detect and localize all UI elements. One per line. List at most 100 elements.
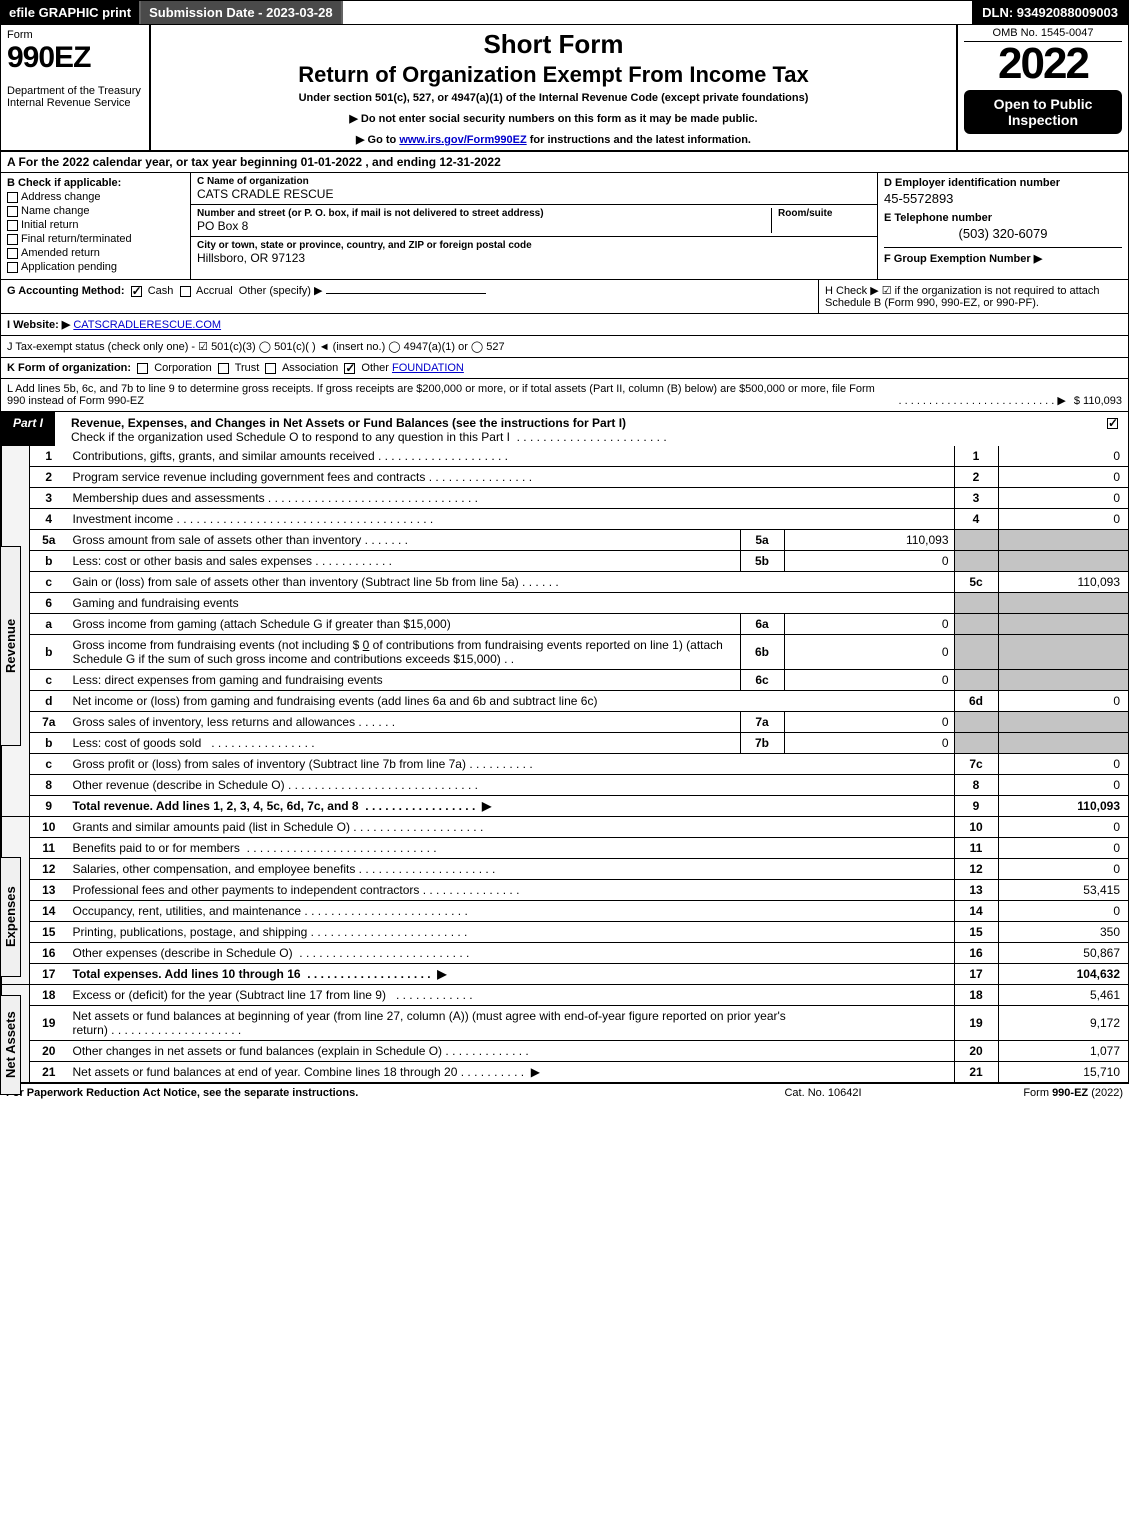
line-7a-num: 7a xyxy=(30,712,68,733)
part-1-schedule-o-checkbox-cell xyxy=(1100,412,1128,446)
line-h: H Check ▶ ☑ if the organization is not r… xyxy=(818,280,1128,313)
cb-application-pending-label: Application pending xyxy=(21,261,117,273)
cb-name-change[interactable] xyxy=(7,206,18,217)
part-1-title-text: Revenue, Expenses, and Changes in Net As… xyxy=(71,416,626,430)
line-8-num: 8 xyxy=(30,775,68,796)
expenses-side-label: Expenses xyxy=(0,857,21,977)
line-2-rval: 0 xyxy=(998,467,1128,488)
line-12-desc: Salaries, other compensation, and employ… xyxy=(73,862,356,876)
line-l-text: L Add lines 5b, 6c, and 7b to line 9 to … xyxy=(7,383,890,407)
cb-trust[interactable] xyxy=(218,363,229,374)
cb-corporation[interactable] xyxy=(137,363,148,374)
cb-cash[interactable] xyxy=(131,286,142,297)
header-right: OMB No. 1545-0047 2022 Open to Public In… xyxy=(958,25,1128,150)
cb-address-change[interactable] xyxy=(7,192,18,203)
line-6d-rlab: 6d xyxy=(954,691,998,712)
part-1-schedule-o-checkbox[interactable] xyxy=(1107,418,1118,429)
line-6d-desc: Net income or (loss) from gaming and fun… xyxy=(68,691,955,712)
line-6c-inlab: 6c xyxy=(740,670,784,691)
subtitle: Under section 501(c), 527, or 4947(a)(1)… xyxy=(159,92,948,104)
line-i-website: I Website: ▶ CATSCRADLERESCUE.COM xyxy=(0,314,1129,336)
line-5a-shade xyxy=(954,530,998,551)
line-20-rval: 1,077 xyxy=(998,1041,1128,1062)
line-18-desc: Excess or (deficit) for the year (Subtra… xyxy=(73,988,386,1002)
line-7a-inlab: 7a xyxy=(740,712,784,733)
line-3-rval: 0 xyxy=(998,488,1128,509)
cb-initial-return[interactable] xyxy=(7,220,18,231)
page-footer: For Paperwork Reduction Act Notice, see … xyxy=(0,1083,1129,1102)
trust-label: Trust xyxy=(235,362,260,374)
form-word: Form xyxy=(7,29,33,41)
street-value: PO Box 8 xyxy=(197,219,771,233)
corporation-label: Corporation xyxy=(154,362,211,374)
line-11-desc: Benefits paid to or for members xyxy=(73,841,240,855)
revenue-table: 1 Contributions, gifts, grants, and simi… xyxy=(1,446,1128,817)
line-6d-rval: 0 xyxy=(998,691,1128,712)
line-9-rval: 110,093 xyxy=(998,796,1128,817)
other-org-value[interactable]: FOUNDATION xyxy=(392,362,464,374)
other-org-label: Other xyxy=(361,362,389,374)
cb-association[interactable] xyxy=(265,363,276,374)
line-6b-inval: 0 xyxy=(784,635,954,670)
line-18-rlab: 18 xyxy=(954,985,998,1006)
main-title: Return of Organization Exempt From Incom… xyxy=(159,62,948,88)
warn2-pre: ▶ Go to xyxy=(356,134,399,146)
submission-date-button[interactable]: Submission Date - 2023-03-28 xyxy=(141,1,343,24)
line-8-rlab: 8 xyxy=(954,775,998,796)
revenue-side-label: Revenue xyxy=(0,546,21,746)
line-5a-desc: Gross amount from sale of assets other t… xyxy=(73,533,362,547)
part-1-title: Revenue, Expenses, and Changes in Net As… xyxy=(55,412,1100,446)
warn-link-line: ▶ Go to www.irs.gov/Form990EZ for instru… xyxy=(159,133,948,146)
column-d-ein-phone: D Employer identification number 45-5572… xyxy=(878,173,1128,279)
line-6c-desc: Less: direct expenses from gaming and fu… xyxy=(68,670,741,691)
line-4-rlab: 4 xyxy=(954,509,998,530)
line-7a-desc: Gross sales of inventory, less returns a… xyxy=(73,715,356,729)
net-assets-table: 18 Excess or (deficit) for the year (Sub… xyxy=(1,985,1128,1083)
short-form-title: Short Form xyxy=(159,29,948,60)
line-21-rval: 15,710 xyxy=(998,1062,1128,1083)
other-specify-label: Other (specify) ▶ xyxy=(239,285,323,297)
cash-label: Cash xyxy=(148,285,174,297)
footer-cat-no: Cat. No. 10642I xyxy=(723,1087,923,1099)
line-5b-desc: Less: cost or other basis and sales expe… xyxy=(73,554,312,568)
line-5a-num: 5a xyxy=(30,530,68,551)
cb-other-org[interactable] xyxy=(344,363,355,374)
footer-form-word: Form xyxy=(1023,1087,1052,1099)
line-16-desc: Other expenses (describe in Schedule O) xyxy=(73,946,293,960)
line-5c-num: c xyxy=(30,572,68,593)
net-assets-side-label: Net Assets xyxy=(0,995,21,1095)
line-l-gross-receipts: L Add lines 5b, 6c, and 7b to line 9 to … xyxy=(0,379,1129,412)
line-19-desc: Net assets or fund balances at beginning… xyxy=(73,1009,786,1037)
org-name: CATS CRADLE RESCUE xyxy=(197,187,871,201)
line-19-num: 19 xyxy=(30,1006,68,1041)
k-label: K Form of organization: xyxy=(7,362,131,374)
cb-amended-return[interactable] xyxy=(7,248,18,259)
expenses-section: Expenses 10 Grants and similar amounts p… xyxy=(0,817,1129,985)
line-6c-inval: 0 xyxy=(784,670,954,691)
line-g-h: G Accounting Method: Cash Accrual Other … xyxy=(0,280,1129,314)
line-2-desc: Program service revenue including govern… xyxy=(73,470,426,484)
line-5c-desc: Gain or (loss) from sale of assets other… xyxy=(73,575,519,589)
line-21-rlab: 21 xyxy=(954,1062,998,1083)
header-center: Short Form Return of Organization Exempt… xyxy=(151,25,958,150)
website-link[interactable]: CATSCRADLERESCUE.COM xyxy=(73,319,221,331)
line-10-num: 10 xyxy=(30,817,68,838)
line-18-num: 18 xyxy=(30,985,68,1006)
tax-year: 2022 xyxy=(964,42,1122,86)
irs-link[interactable]: www.irs.gov/Form990EZ xyxy=(399,134,526,146)
cb-application-pending[interactable] xyxy=(7,262,18,273)
city-value: Hillsboro, OR 97123 xyxy=(197,251,871,265)
line-6-desc: Gaming and fundraising events xyxy=(68,593,955,614)
line-13-desc: Professional fees and other payments to … xyxy=(73,883,420,897)
line-18-rval: 5,461 xyxy=(998,985,1128,1006)
line-17-rval: 104,632 xyxy=(998,964,1128,985)
cb-final-return[interactable] xyxy=(7,234,18,245)
cb-accrual[interactable] xyxy=(180,286,191,297)
footer-left: For Paperwork Reduction Act Notice, see … xyxy=(6,1087,723,1099)
line-14-rlab: 14 xyxy=(954,901,998,922)
line-5a-inval: 110,093 xyxy=(784,530,954,551)
footer-right: Form 990-EZ (2022) xyxy=(923,1087,1123,1099)
efile-print-button[interactable]: efile GRAPHIC print xyxy=(1,1,141,24)
line-7c-rval: 0 xyxy=(998,754,1128,775)
line-15-num: 15 xyxy=(30,922,68,943)
